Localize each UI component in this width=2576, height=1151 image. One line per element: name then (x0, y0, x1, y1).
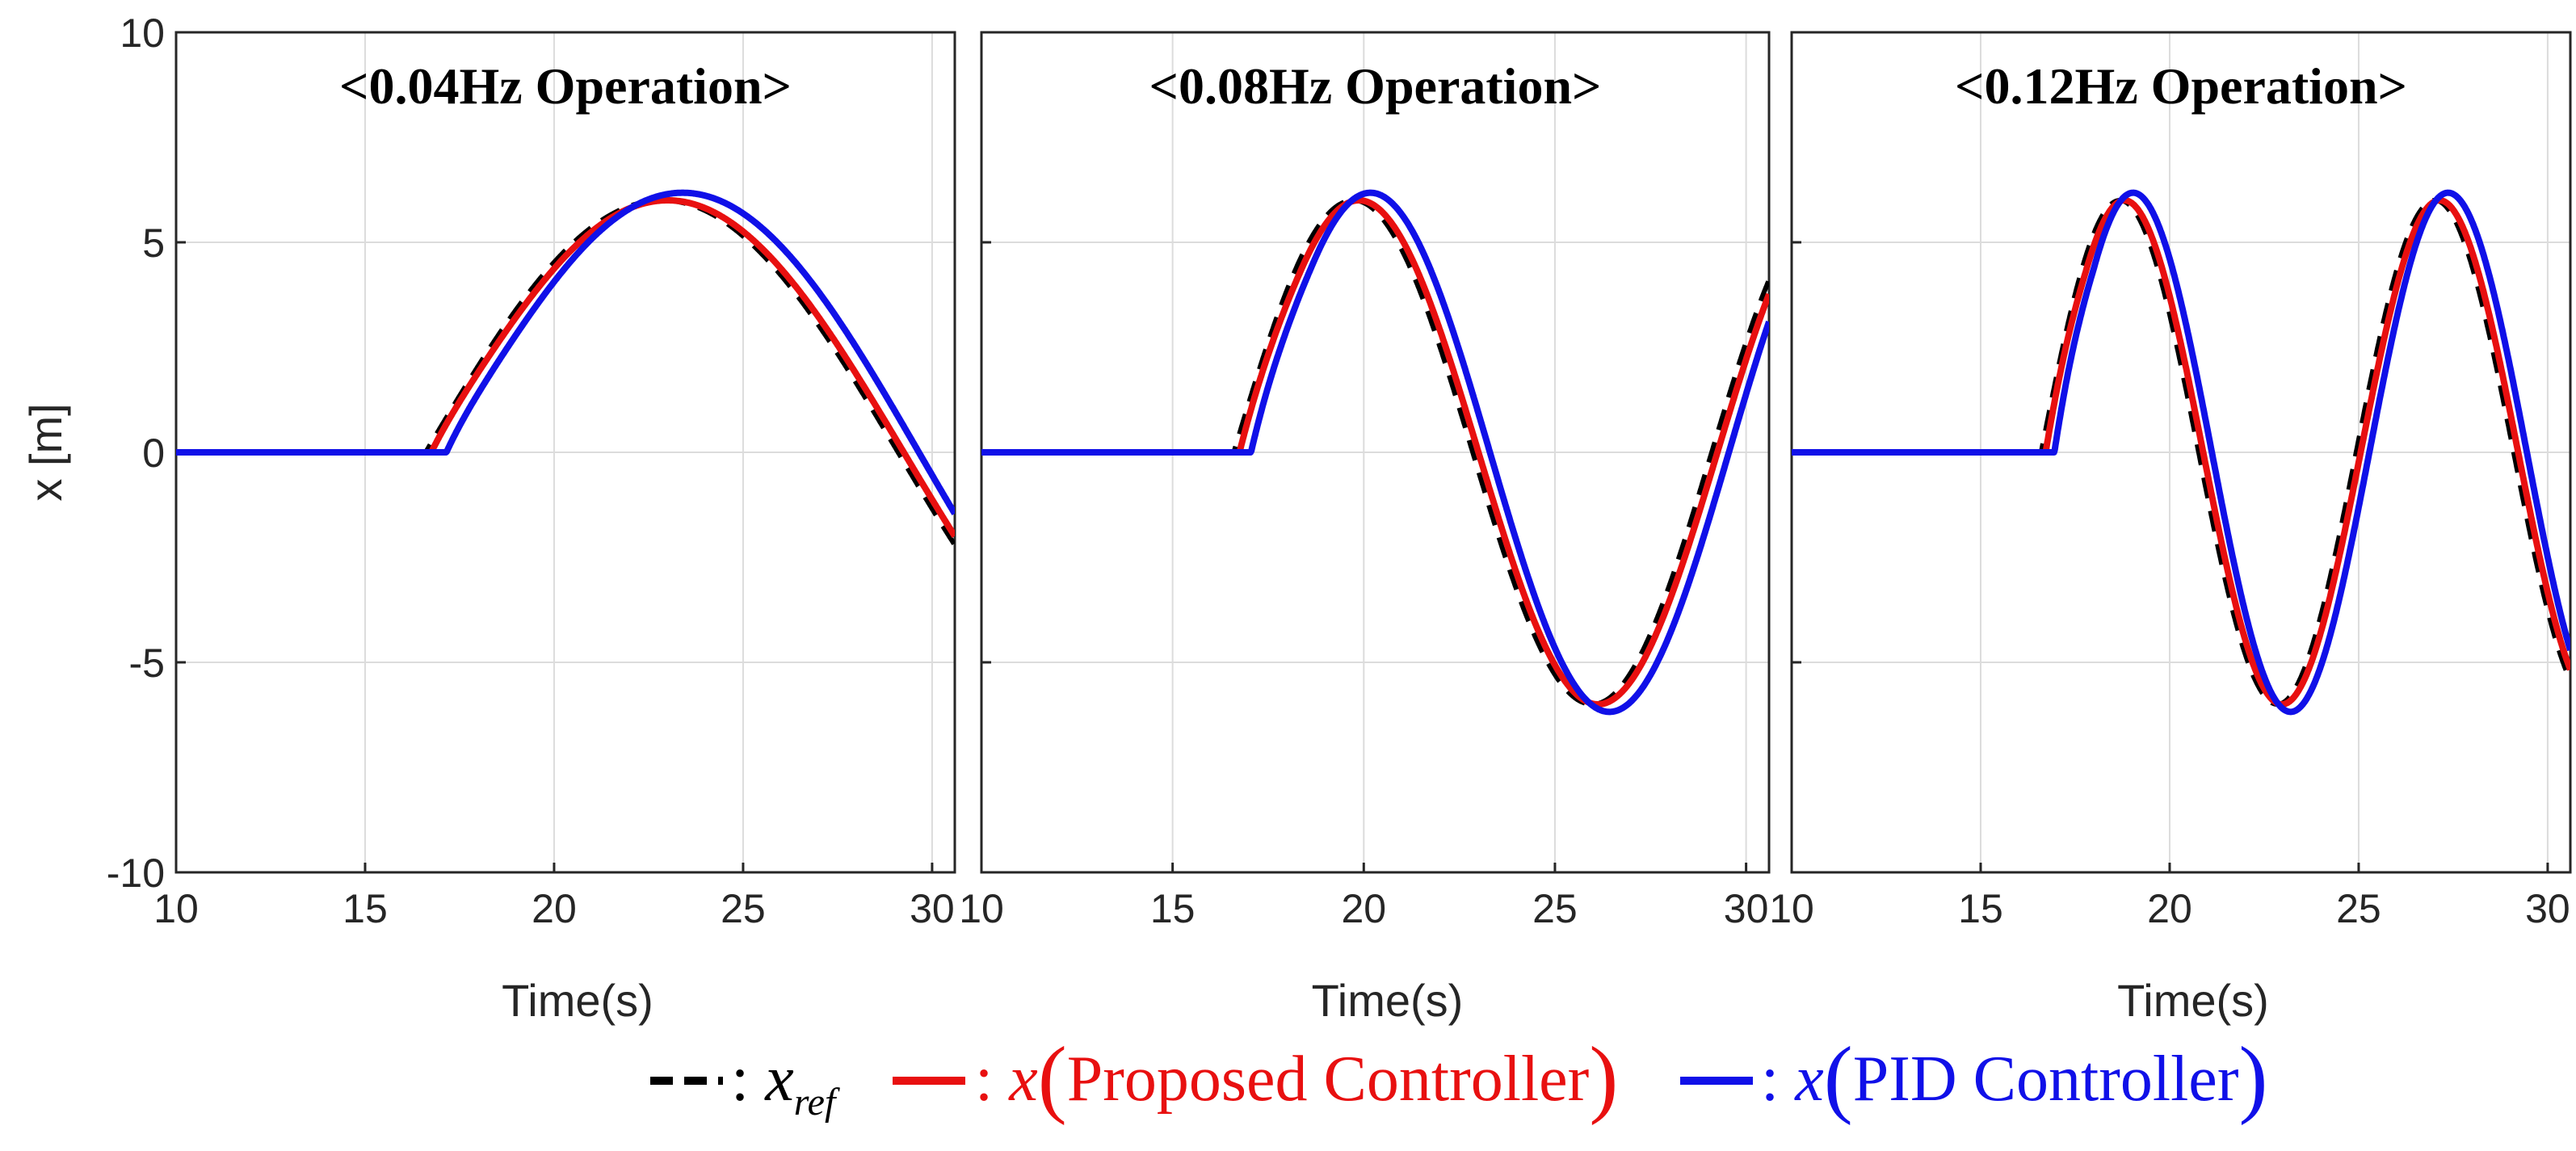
x-axis-label: Time(s) (1312, 975, 1464, 1026)
series-line-pid (981, 189, 1769, 716)
x-tick-label: 20 (532, 886, 577, 931)
series-line-reference (176, 198, 955, 547)
x-tick-label: 15 (1150, 886, 1196, 931)
legend-label: : xref (731, 1044, 840, 1124)
chart-panel-1: 10 15 20 25 30 10 5 0 -5 -10 Time(s) x [m] <0.04Hz O… (20, 11, 956, 1026)
x-tick-label: 25 (721, 886, 766, 931)
series-group (176, 189, 955, 547)
legend-item-ref: : xref (650, 1044, 840, 1124)
y-tick-label: -10 (107, 851, 165, 896)
series-line-pid (1792, 189, 2570, 716)
panel-title: <0.08Hz Operation> (1149, 57, 1602, 115)
series-group (981, 189, 1769, 716)
legend-label: : x(PID Controller) (1761, 1030, 2267, 1126)
y-axis-label: x [m] (20, 403, 71, 501)
y-tick-label: -5 (129, 641, 165, 686)
series-line-pid (176, 189, 955, 516)
x-axis-label: Time(s) (502, 975, 653, 1026)
x-tick-label: 10 (1769, 886, 1814, 931)
x-tick-label: 30 (910, 886, 955, 931)
x-tick-label: 20 (2147, 886, 2192, 931)
y-tick-label: 0 (142, 431, 165, 476)
series-group (1792, 189, 2570, 716)
y-tick-label: 5 (142, 221, 165, 266)
x-tick-label: 10 (959, 886, 1004, 931)
x-tick-label: 20 (1341, 886, 1386, 931)
y-tick-label: 10 (120, 11, 165, 56)
x-axis-label: Time(s) (2117, 975, 2269, 1026)
panel-title: <0.04Hz Operation> (339, 57, 792, 115)
legend: : xref : x(Proposed Controller) : x(PID Co… (650, 1030, 2267, 1126)
x-tick-label: 30 (1724, 886, 1769, 931)
legend-item-proposed: : x(Proposed Controller) (893, 1030, 1618, 1126)
x-tick-label: 25 (1532, 886, 1578, 931)
legend-item-pid: : x(PID Controller) (1680, 1030, 2267, 1126)
legend-label: : x(Proposed Controller) (975, 1030, 1618, 1126)
chart-panel-3: 10 15 20 25 30 Time(s) <0.12Hz Operation> (1769, 31, 2572, 1026)
x-tick-label: 10 (153, 886, 199, 931)
panel-title: <0.12Hz Operation> (1955, 57, 2407, 115)
x-tick-label: 30 (2525, 886, 2570, 931)
x-tick-label: 25 (2336, 886, 2381, 931)
chart-panel-2: 10 15 20 25 30 Time(s) <0.08Hz Operation> (959, 31, 1771, 1026)
x-tick-label: 15 (1958, 886, 2003, 931)
x-tick-label: 15 (342, 886, 388, 931)
